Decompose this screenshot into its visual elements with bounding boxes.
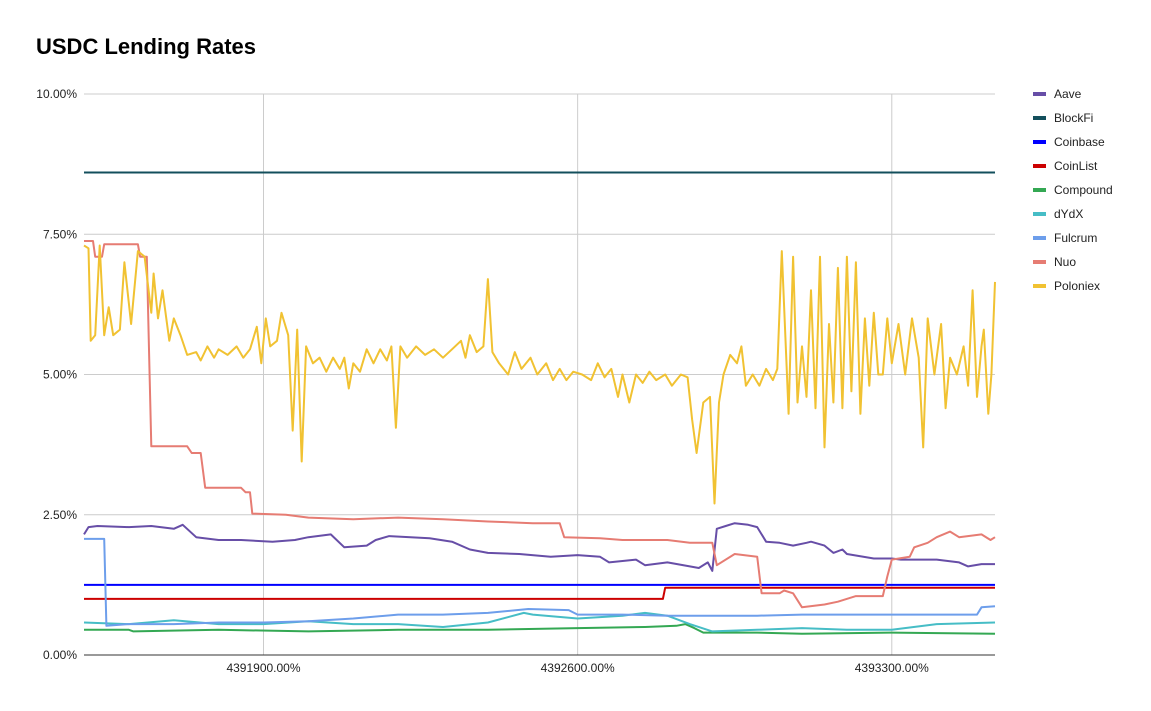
x-tick-label: 4392600.00% [541,661,615,675]
series-line-dydx [83,611,996,633]
y-tick-label: 10.00% [36,87,77,101]
legend-label-coinlist: CoinList [1054,159,1098,173]
y-tick-label: 2.50% [43,508,77,522]
series-line-coinlist [84,586,995,600]
legend-label-poloniex: Poloniex [1054,279,1100,293]
legend-swatch-fulcrum [1033,236,1046,240]
y-tick-label: 5.00% [43,368,77,382]
series-line-poloniex [83,244,996,505]
legend-swatch-poloniex [1033,284,1046,288]
legend-swatch-compound [1033,188,1046,192]
legend-swatch-coinbase [1033,140,1046,144]
legend-swatch-blockfi [1033,116,1046,120]
x-tick-label: 4391900.00% [226,661,300,675]
legend-label-compound: Compound [1054,183,1113,197]
series-line-fulcrum [84,537,996,627]
y-tick-label: 0.00% [43,648,77,662]
series-line-aave [83,522,995,572]
legend-label-fulcrum: Fulcrum [1054,231,1097,245]
legend-swatch-coinlist [1033,164,1046,168]
legend-swatch-dydx [1033,212,1046,216]
legend-label-nuo: Nuo [1054,255,1076,269]
y-tick-label: 7.50% [43,227,77,241]
legend-swatch-aave [1033,92,1046,96]
legend-label-dydx: dYdX [1054,207,1083,221]
x-tick-label: 4393300.00% [855,661,929,675]
series-line-compound [84,623,996,635]
legend-label-blockfi: BlockFi [1054,111,1093,125]
chart-title: USDC Lending Rates [36,34,257,59]
legend-label-coinbase: Coinbase [1054,135,1105,149]
legend-label-aave: Aave [1054,87,1082,101]
series-line-nuo [84,240,996,609]
legend-swatch-nuo [1033,260,1046,264]
